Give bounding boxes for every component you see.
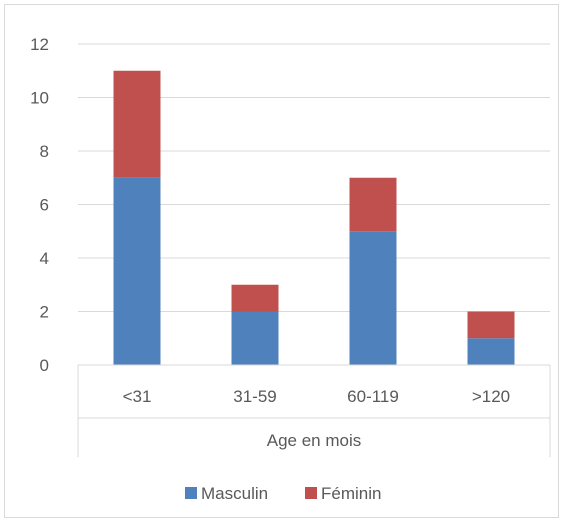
legend-label: Féminin [321, 484, 381, 503]
bars [113, 70, 515, 365]
legend-swatch [305, 487, 317, 499]
chart-frame [4, 4, 559, 518]
x-axis-title: Age en mois [267, 431, 362, 450]
y-tick-label: 4 [40, 249, 49, 268]
x-tick-label: >120 [472, 387, 510, 406]
x-tick-label: 60-119 [347, 387, 399, 406]
legend-swatch [185, 487, 197, 499]
y-tick-label: 0 [40, 356, 49, 375]
y-tick-label: 12 [30, 35, 49, 54]
y-tick-label: 10 [30, 89, 49, 108]
bar-fminin [231, 284, 279, 312]
bar-masculin [231, 311, 279, 365]
legend-label: Masculin [201, 484, 268, 503]
legend: Masculin Féminin [185, 484, 381, 503]
x-tick-labels: <31 31-59 60-119 >120 [123, 387, 511, 406]
y-tick-label: 2 [40, 303, 49, 322]
bar-fminin [349, 177, 397, 232]
y-tick-label: 8 [40, 142, 49, 161]
axes [77, 364, 551, 457]
bar-masculin [349, 231, 397, 365]
x-tick-label: <31 [123, 387, 152, 406]
x-tick-label: 31-59 [233, 387, 276, 406]
bar-masculin [113, 177, 161, 365]
bar-fminin [113, 70, 161, 178]
bar-masculin [467, 338, 515, 365]
y-tick-label: 6 [40, 196, 49, 215]
y-tick-labels: 0 2 4 6 8 10 12 [30, 35, 49, 375]
bar-fminin [467, 311, 515, 339]
